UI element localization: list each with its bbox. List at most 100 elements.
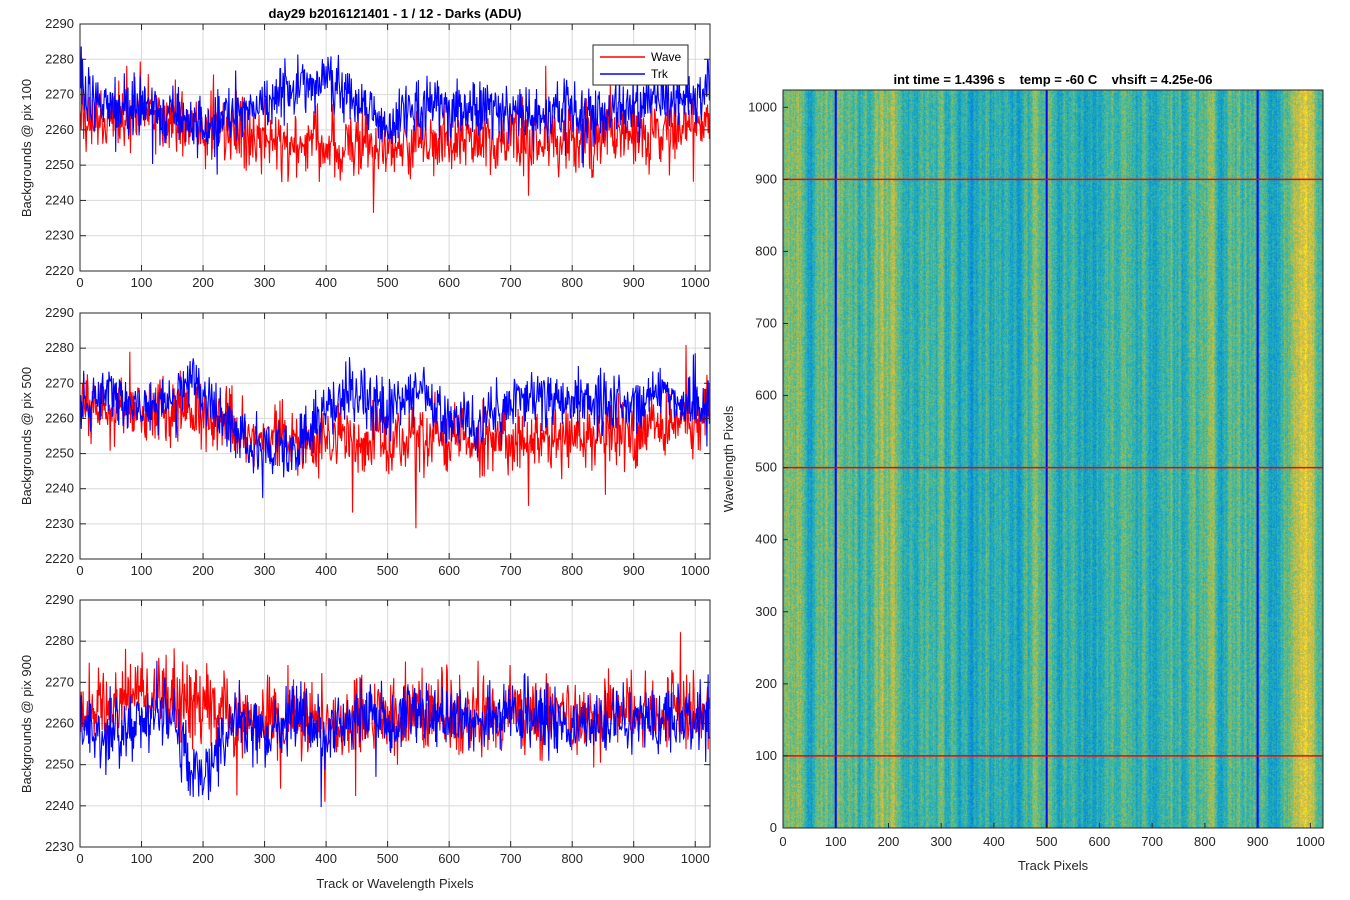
series-line-trk — [79, 46, 710, 175]
y-tick-label: 2230 — [45, 839, 74, 854]
x-tick-label: 100 — [131, 563, 153, 578]
x-tick-label: 900 — [623, 851, 645, 866]
x-tick-label: 800 — [561, 563, 583, 578]
y-tick-label: 2240 — [45, 481, 74, 496]
x-tick-label: 0 — [779, 834, 786, 849]
series-line-trk — [79, 353, 710, 499]
x-tick-label: 700 — [500, 563, 522, 578]
x-tick-label: 500 — [1036, 834, 1058, 849]
x-tick-label: 200 — [192, 563, 214, 578]
heatmap-image — [783, 90, 1323, 828]
x-tick-label: 1000 — [1296, 834, 1325, 849]
y-tick-label: 2260 — [45, 122, 74, 137]
y-axis-label: Backgrounds @ pix 900 — [19, 655, 34, 793]
y-tick-label: 2240 — [45, 192, 74, 207]
x-tick-label: 0 — [76, 275, 83, 290]
y-tick-label: 700 — [755, 316, 777, 331]
chart-title: day29 b2016121401 - 1 / 12 - Darks (ADU) — [269, 6, 522, 21]
y-tick-label: 600 — [755, 388, 777, 403]
y-tick-label: 300 — [755, 604, 777, 619]
x-tick-label: 500 — [377, 563, 399, 578]
y-tick-label: 2270 — [45, 674, 74, 689]
x-tick-label: 100 — [825, 834, 847, 849]
tick-labels: 0 100 200 300 400 500 600 700 800 900 1000 2220 2230… — [45, 16, 710, 290]
subplot-pix-100: 0 100 200 300 400 500 600 700 800 900 1000 2220 2230… — [19, 6, 711, 290]
x-tick-label: 800 — [561, 275, 583, 290]
y-tick-label: 2290 — [45, 16, 74, 31]
x-tick-label: 300 — [930, 834, 952, 849]
marker-lines — [783, 90, 1323, 828]
x-tick-label: 0 — [76, 851, 83, 866]
x-axis-label: Track or Wavelength Pixels — [316, 876, 474, 891]
y-tick-label: 2230 — [45, 228, 74, 243]
legend-label-wave: Wave — [651, 50, 682, 64]
y-tick-label: 2230 — [45, 516, 74, 531]
x-tick-label: 400 — [315, 851, 337, 866]
x-tick-label: 1000 — [681, 275, 710, 290]
x-tick-label: 900 — [623, 275, 645, 290]
y-tick-label: 2220 — [45, 263, 74, 278]
y-tick-label: 2280 — [45, 51, 74, 66]
x-tick-label: 400 — [983, 834, 1005, 849]
x-axis-label: Track Pixels — [1018, 858, 1089, 873]
x-tick-label: 700 — [500, 275, 522, 290]
y-tick-label: 2290 — [45, 592, 74, 607]
legend-label-trk: Trk — [651, 67, 669, 81]
tick-labels: 0 100 200 300 400 500 600 700 800 900 1000 0 100 200 3… — [748, 99, 1325, 849]
series-lines — [79, 344, 710, 529]
y-tick-label: 2280 — [45, 633, 74, 648]
legend: Wave Trk — [592, 44, 689, 86]
x-tick-label: 1000 — [681, 851, 710, 866]
series-line-trk — [79, 660, 710, 808]
y-axis-label: Backgrounds @ pix 100 — [19, 79, 34, 217]
subplot-pix-500: 0 100 200 300 400 500 600 700 800 900 1000 2220 2230… — [19, 305, 711, 578]
y-tick-label: 2260 — [45, 716, 74, 731]
y-tick-label: 0 — [770, 820, 777, 835]
x-tick-label: 200 — [192, 851, 214, 866]
x-tick-label: 700 — [1141, 834, 1163, 849]
x-tick-label: 100 — [131, 275, 153, 290]
series-line-wave — [79, 344, 710, 529]
y-axis-label: Backgrounds @ pix 500 — [19, 367, 34, 505]
y-tick-label: 2220 — [45, 551, 74, 566]
y-tick-label: 200 — [755, 676, 777, 691]
y-tick-label: 500 — [755, 460, 777, 475]
y-tick-label: 2280 — [45, 340, 74, 355]
y-tick-label: 800 — [755, 243, 777, 258]
y-tick-label: 900 — [755, 171, 777, 186]
legend-box — [592, 44, 689, 86]
x-tick-label: 300 — [254, 851, 276, 866]
y-tick-label: 2260 — [45, 410, 74, 425]
x-tick-label: 900 — [1247, 834, 1269, 849]
x-tick-label: 500 — [377, 851, 399, 866]
y-tick-label: 1000 — [748, 99, 777, 114]
x-tick-label: 1000 — [681, 563, 710, 578]
series-lines — [79, 632, 710, 808]
y-tick-label: 2270 — [45, 375, 74, 390]
x-tick-label: 200 — [192, 275, 214, 290]
x-tick-label: 300 — [254, 563, 276, 578]
tick-labels: 0 100 200 300 400 500 600 700 800 900 1000 2230 2240… — [45, 592, 710, 866]
x-tick-label: 400 — [315, 563, 337, 578]
x-tick-label: 900 — [623, 563, 645, 578]
x-tick-label: 800 — [1194, 834, 1216, 849]
y-tick-label: 100 — [755, 748, 777, 763]
y-tick-label: 2240 — [45, 798, 74, 813]
axes-box — [782, 89, 1324, 829]
y-tick-label: 2290 — [45, 305, 74, 320]
x-tick-label: 800 — [561, 851, 583, 866]
x-tick-label: 600 — [1089, 834, 1111, 849]
x-tick-label: 300 — [254, 275, 276, 290]
y-tick-label: 2250 — [45, 446, 74, 461]
heatmap-plot: 0 100 200 300 400 500 600 700 800 900 1000 0 100 200 3… — [721, 72, 1325, 873]
x-tick-label: 200 — [878, 834, 900, 849]
y-axis-label: Wavelength Pixels — [721, 405, 736, 512]
tick-labels: 0 100 200 300 400 500 600 700 800 900 1000 2220 2230… — [45, 305, 710, 578]
x-tick-label: 600 — [438, 851, 460, 866]
axes-box — [79, 312, 711, 560]
x-tick-label: 0 — [76, 563, 83, 578]
y-tick-label: 2270 — [45, 87, 74, 102]
y-tick-label: 2250 — [45, 757, 74, 772]
y-tick-label: 2250 — [45, 157, 74, 172]
